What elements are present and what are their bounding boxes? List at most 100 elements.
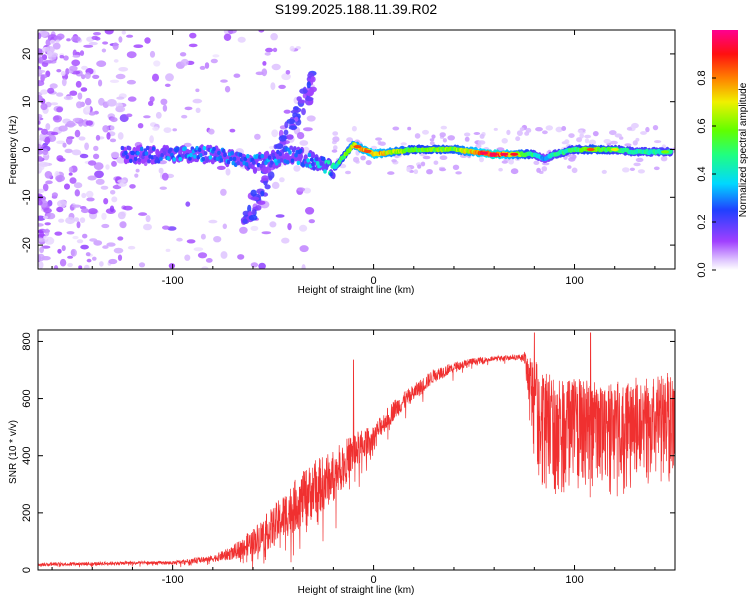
noise-speckle bbox=[299, 245, 309, 253]
noise-speckle bbox=[88, 41, 98, 46]
noise-speckle bbox=[296, 187, 306, 192]
noise-speckle bbox=[56, 92, 64, 97]
noise-speckle bbox=[101, 223, 110, 229]
band-speckle bbox=[561, 126, 567, 131]
diagonal-feature bbox=[251, 209, 256, 216]
diagonal-feature bbox=[302, 93, 307, 99]
diagonal-feature bbox=[286, 118, 296, 124]
band-speckle bbox=[422, 129, 429, 135]
noise-speckle bbox=[126, 79, 136, 85]
noise-speckle bbox=[222, 223, 227, 230]
spectrogram-y-tick-label: 10 bbox=[21, 96, 33, 108]
band-speckle bbox=[353, 156, 360, 163]
diagonal-feature bbox=[310, 76, 316, 83]
band-speckle bbox=[413, 169, 419, 175]
ridge-core bbox=[136, 151, 140, 156]
noise-speckle bbox=[162, 225, 170, 230]
noise-speckle bbox=[41, 128, 48, 135]
noise-speckle bbox=[135, 168, 140, 173]
band-speckle bbox=[640, 131, 647, 135]
colorbar-tick-label: 0.2 bbox=[696, 214, 708, 229]
ridge-core bbox=[243, 156, 248, 162]
ridge-core bbox=[326, 160, 331, 165]
noise-speckle bbox=[299, 224, 308, 232]
noise-speckle bbox=[149, 96, 155, 103]
noise-speckle bbox=[148, 100, 154, 106]
ridge-core bbox=[238, 152, 243, 157]
noise-speckle bbox=[133, 44, 144, 48]
noise-speckle bbox=[78, 265, 83, 269]
noise-speckle bbox=[51, 192, 59, 198]
noise-speckle bbox=[56, 155, 64, 162]
band-speckle bbox=[508, 158, 514, 165]
snr-y-tick-label: 600 bbox=[21, 389, 33, 407]
noise-speckle bbox=[279, 177, 285, 183]
band-speckle bbox=[473, 132, 481, 135]
noise-speckle bbox=[65, 68, 70, 75]
noise-speckle bbox=[119, 221, 127, 229]
noise-speckle bbox=[228, 30, 234, 35]
band-speckle bbox=[525, 127, 532, 133]
noise-speckle bbox=[94, 36, 101, 41]
ridge-core bbox=[232, 156, 237, 162]
ridge-core bbox=[178, 156, 183, 162]
noise-speckle bbox=[270, 33, 278, 41]
noise-speckle bbox=[110, 190, 116, 195]
noise-speckle bbox=[104, 30, 114, 35]
band-speckle bbox=[653, 166, 660, 171]
spectrogram-x-label: Height of straight line (km) bbox=[298, 285, 415, 296]
noise-speckle bbox=[69, 90, 78, 96]
band-speckle bbox=[568, 156, 576, 162]
noise-speckle bbox=[56, 140, 66, 145]
band-speckle bbox=[479, 156, 484, 163]
diagonal-feature bbox=[247, 204, 252, 213]
band-speckle bbox=[439, 155, 448, 160]
ridge-core bbox=[202, 146, 207, 151]
noise-speckle bbox=[184, 106, 193, 111]
ridge-core bbox=[168, 147, 173, 152]
noise-speckle bbox=[73, 217, 80, 222]
ridge-core bbox=[129, 158, 133, 163]
noise-speckle bbox=[216, 165, 226, 170]
band-speckle bbox=[536, 167, 541, 173]
noise-speckle bbox=[38, 149, 44, 155]
noise-speckle bbox=[106, 132, 111, 140]
noise-speckle bbox=[105, 164, 110, 170]
noise-speckle bbox=[205, 258, 213, 263]
noise-speckle bbox=[66, 120, 76, 128]
noise-speckle bbox=[64, 148, 73, 154]
band-speckle bbox=[601, 169, 607, 174]
band-speckle bbox=[331, 149, 338, 153]
noise-speckle bbox=[285, 70, 291, 75]
noise-speckle bbox=[188, 43, 198, 48]
band-speckle bbox=[452, 164, 460, 170]
noise-speckle bbox=[40, 74, 48, 79]
colorbar-label: Normalized spectral amplitude bbox=[738, 82, 749, 217]
ridge-core bbox=[309, 157, 314, 162]
noise-speckle bbox=[42, 148, 49, 156]
noise-speckle bbox=[138, 262, 146, 268]
noise-speckle bbox=[172, 128, 177, 132]
band-speckle bbox=[493, 127, 498, 131]
noise-speckle bbox=[265, 47, 274, 53]
noise-speckle bbox=[127, 96, 137, 102]
noise-speckle bbox=[44, 136, 51, 145]
band-speckle bbox=[378, 141, 386, 146]
noise-speckle bbox=[57, 199, 67, 208]
diagonal-feature bbox=[294, 116, 299, 122]
band-speckle bbox=[624, 143, 632, 147]
noise-speckle bbox=[38, 155, 43, 162]
diagonal-feature bbox=[242, 218, 248, 224]
band-speckle bbox=[332, 136, 340, 143]
noise-speckle bbox=[94, 170, 104, 179]
noise-speckle bbox=[76, 101, 83, 109]
noise-speckle bbox=[71, 59, 81, 67]
noise-speckle bbox=[78, 119, 84, 127]
noise-speckle bbox=[102, 125, 110, 133]
noise-speckle bbox=[58, 218, 65, 223]
noise-speckle bbox=[192, 98, 203, 104]
noise-speckle bbox=[87, 175, 97, 181]
noise-speckle bbox=[62, 142, 67, 148]
diagonal-feature bbox=[283, 129, 289, 136]
band-speckle bbox=[429, 141, 435, 146]
